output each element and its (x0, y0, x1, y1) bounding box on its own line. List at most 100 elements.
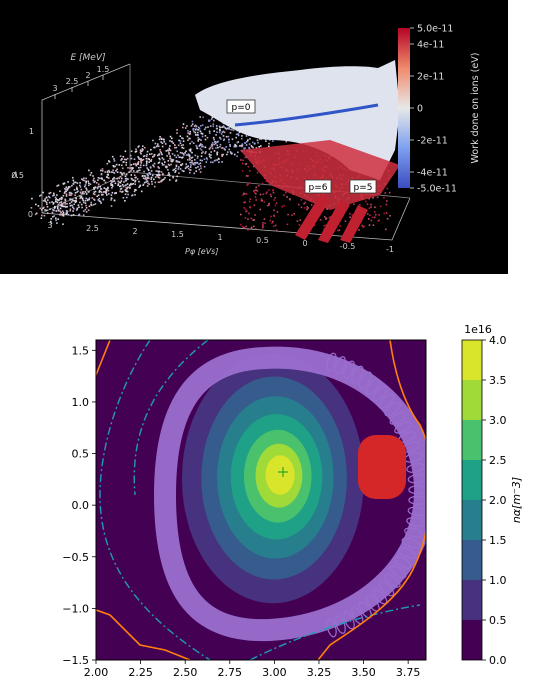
scatter-point (310, 204, 313, 206)
scatter-point (137, 162, 139, 164)
scatter-point (231, 138, 234, 140)
scatter-point (313, 224, 316, 227)
scatter-point (153, 178, 155, 181)
scatter-point (366, 213, 369, 215)
scatter-point (108, 169, 110, 172)
scatter-point (165, 166, 168, 169)
colorbar-3d (398, 28, 410, 188)
scatter-point (205, 126, 207, 129)
scatter-point (145, 157, 148, 160)
scatter-point (225, 135, 228, 138)
scatter-point (168, 152, 170, 154)
scatter-point (62, 223, 64, 225)
scatter-point (70, 194, 72, 196)
scatter-point (134, 151, 137, 153)
scatter-point (170, 158, 173, 161)
scatter-point (151, 174, 154, 177)
scatter-point (175, 156, 178, 159)
scatter-point (52, 202, 55, 204)
scatter-point (57, 205, 59, 208)
scatter-point (213, 150, 216, 152)
scatter-point (140, 160, 142, 163)
scatter-point (182, 123, 185, 125)
scatter-point (78, 213, 81, 216)
scatter-point (126, 190, 129, 193)
scatter-point (140, 159, 142, 161)
scatter-point (94, 193, 96, 196)
scatter-point (46, 212, 49, 214)
scatter-point (385, 212, 388, 214)
scatter-point (73, 181, 75, 183)
scatter-point (197, 128, 199, 131)
scatter-point (218, 161, 220, 163)
scatter-point (131, 183, 133, 185)
scatter-point (254, 214, 256, 216)
scatter-point (180, 144, 183, 147)
scatter-point (187, 165, 189, 167)
scatter-point (228, 141, 230, 143)
scatter-point (152, 156, 154, 158)
scatter-point (130, 183, 132, 186)
orbit-ripple (407, 506, 426, 517)
scatter-point (185, 154, 188, 156)
annotation-p5-text: p=5 (354, 183, 373, 193)
scatter-point (153, 154, 156, 156)
y-tick-label: 0.5 (11, 171, 24, 180)
scatter-point (141, 148, 144, 150)
scatter-point (85, 207, 88, 209)
scatter-point (157, 176, 160, 178)
scatter-point (108, 171, 111, 173)
scatter3d-panel: p=0 p=6 p=5 E [MeV] 3 2.5 2 1.5 Λ 1 0.5 0 Pφ … (0, 0, 508, 274)
orbit-ripple (326, 618, 337, 638)
scatter-point (88, 197, 91, 199)
scatter-point (145, 179, 148, 181)
scatter-point (69, 199, 72, 201)
scatter-point (194, 162, 196, 164)
scatter-point (134, 176, 137, 179)
scatter-point (150, 158, 153, 161)
scatter-point (146, 173, 149, 176)
scatter-point (48, 192, 51, 195)
scatter-point (195, 167, 197, 169)
scatter-point (184, 167, 187, 170)
scatter-point (84, 202, 87, 204)
x-axis-label: Pφ [eVs] (185, 247, 218, 256)
scatter-point (266, 191, 269, 193)
scatter-point (43, 214, 46, 217)
scatter-point (344, 220, 347, 222)
scatter-point (121, 184, 124, 186)
scatter-point (168, 153, 170, 155)
scatter-point (304, 201, 307, 204)
scatter-point (34, 213, 37, 216)
scatter-point (135, 164, 138, 167)
scatter-point (261, 182, 264, 185)
scatter-point (48, 196, 51, 199)
scatter-point (45, 201, 48, 204)
scatter-point (351, 214, 353, 216)
scatter-point (169, 179, 171, 181)
scatter-point (161, 157, 164, 159)
scatter-point (72, 207, 75, 210)
scatter-point (97, 177, 100, 179)
scatter-point (274, 224, 277, 227)
scatter-point (223, 138, 225, 141)
scatter-point (93, 198, 95, 201)
scatter-point (216, 159, 218, 161)
scatter-point (111, 181, 113, 183)
scatter-point (59, 214, 61, 216)
scatter-point (61, 214, 64, 217)
scatter-point (165, 165, 167, 168)
scatter-point (252, 146, 254, 149)
scatter-point (52, 194, 54, 197)
scatter-point (88, 182, 90, 184)
scatter-point (162, 174, 164, 176)
scatter-point (134, 183, 136, 185)
scatter-point (59, 190, 61, 192)
orbit-ripple (408, 484, 426, 495)
scatter-point (221, 131, 224, 133)
scatter-point (160, 171, 163, 173)
scatter-point (200, 125, 202, 127)
scatter-point (72, 179, 75, 182)
scatter-point (95, 182, 98, 184)
scatter-point (63, 201, 65, 204)
